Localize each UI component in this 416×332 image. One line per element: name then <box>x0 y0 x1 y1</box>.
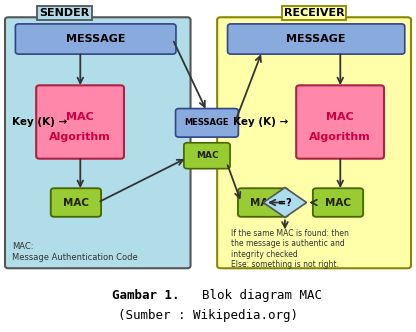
Text: MAC:
Message Authentication Code: MAC: Message Authentication Code <box>12 242 138 262</box>
FancyBboxPatch shape <box>217 17 411 268</box>
FancyBboxPatch shape <box>51 188 101 217</box>
FancyBboxPatch shape <box>313 188 363 217</box>
Text: Key (K) →: Key (K) → <box>233 117 288 127</box>
Text: Blok diagram MAC: Blok diagram MAC <box>187 289 322 302</box>
Text: MAC: MAC <box>63 198 89 208</box>
FancyBboxPatch shape <box>36 85 124 159</box>
FancyBboxPatch shape <box>296 85 384 159</box>
Text: =?: =? <box>278 198 292 208</box>
FancyBboxPatch shape <box>5 17 191 268</box>
Text: MAC: MAC <box>326 112 354 122</box>
Text: SENDER: SENDER <box>40 8 89 18</box>
Text: Algorithm: Algorithm <box>49 132 111 142</box>
Text: If the same MAC is found: then
the message is authentic and
integrity checked
El: If the same MAC is found: then the messa… <box>231 229 349 269</box>
Text: MAC: MAC <box>196 151 218 160</box>
FancyBboxPatch shape <box>228 24 405 54</box>
Text: Gambar 1.: Gambar 1. <box>112 289 180 302</box>
Text: Algorithm: Algorithm <box>309 132 371 142</box>
Text: MESSAGE: MESSAGE <box>66 34 126 44</box>
Text: Key (K) →: Key (K) → <box>12 117 68 127</box>
Text: RECEIVER: RECEIVER <box>284 8 344 18</box>
Text: MAC: MAC <box>250 198 276 208</box>
Polygon shape <box>263 188 307 217</box>
FancyBboxPatch shape <box>15 24 176 54</box>
FancyBboxPatch shape <box>238 188 288 217</box>
Text: (Sumber : Wikipedia.org): (Sumber : Wikipedia.org) <box>118 309 298 322</box>
Text: MAC: MAC <box>66 112 94 122</box>
FancyBboxPatch shape <box>176 109 238 137</box>
Text: MAC: MAC <box>325 198 351 208</box>
Text: MESSAGE: MESSAGE <box>185 118 229 127</box>
FancyBboxPatch shape <box>184 143 230 169</box>
Text: MESSAGE: MESSAGE <box>286 34 346 44</box>
